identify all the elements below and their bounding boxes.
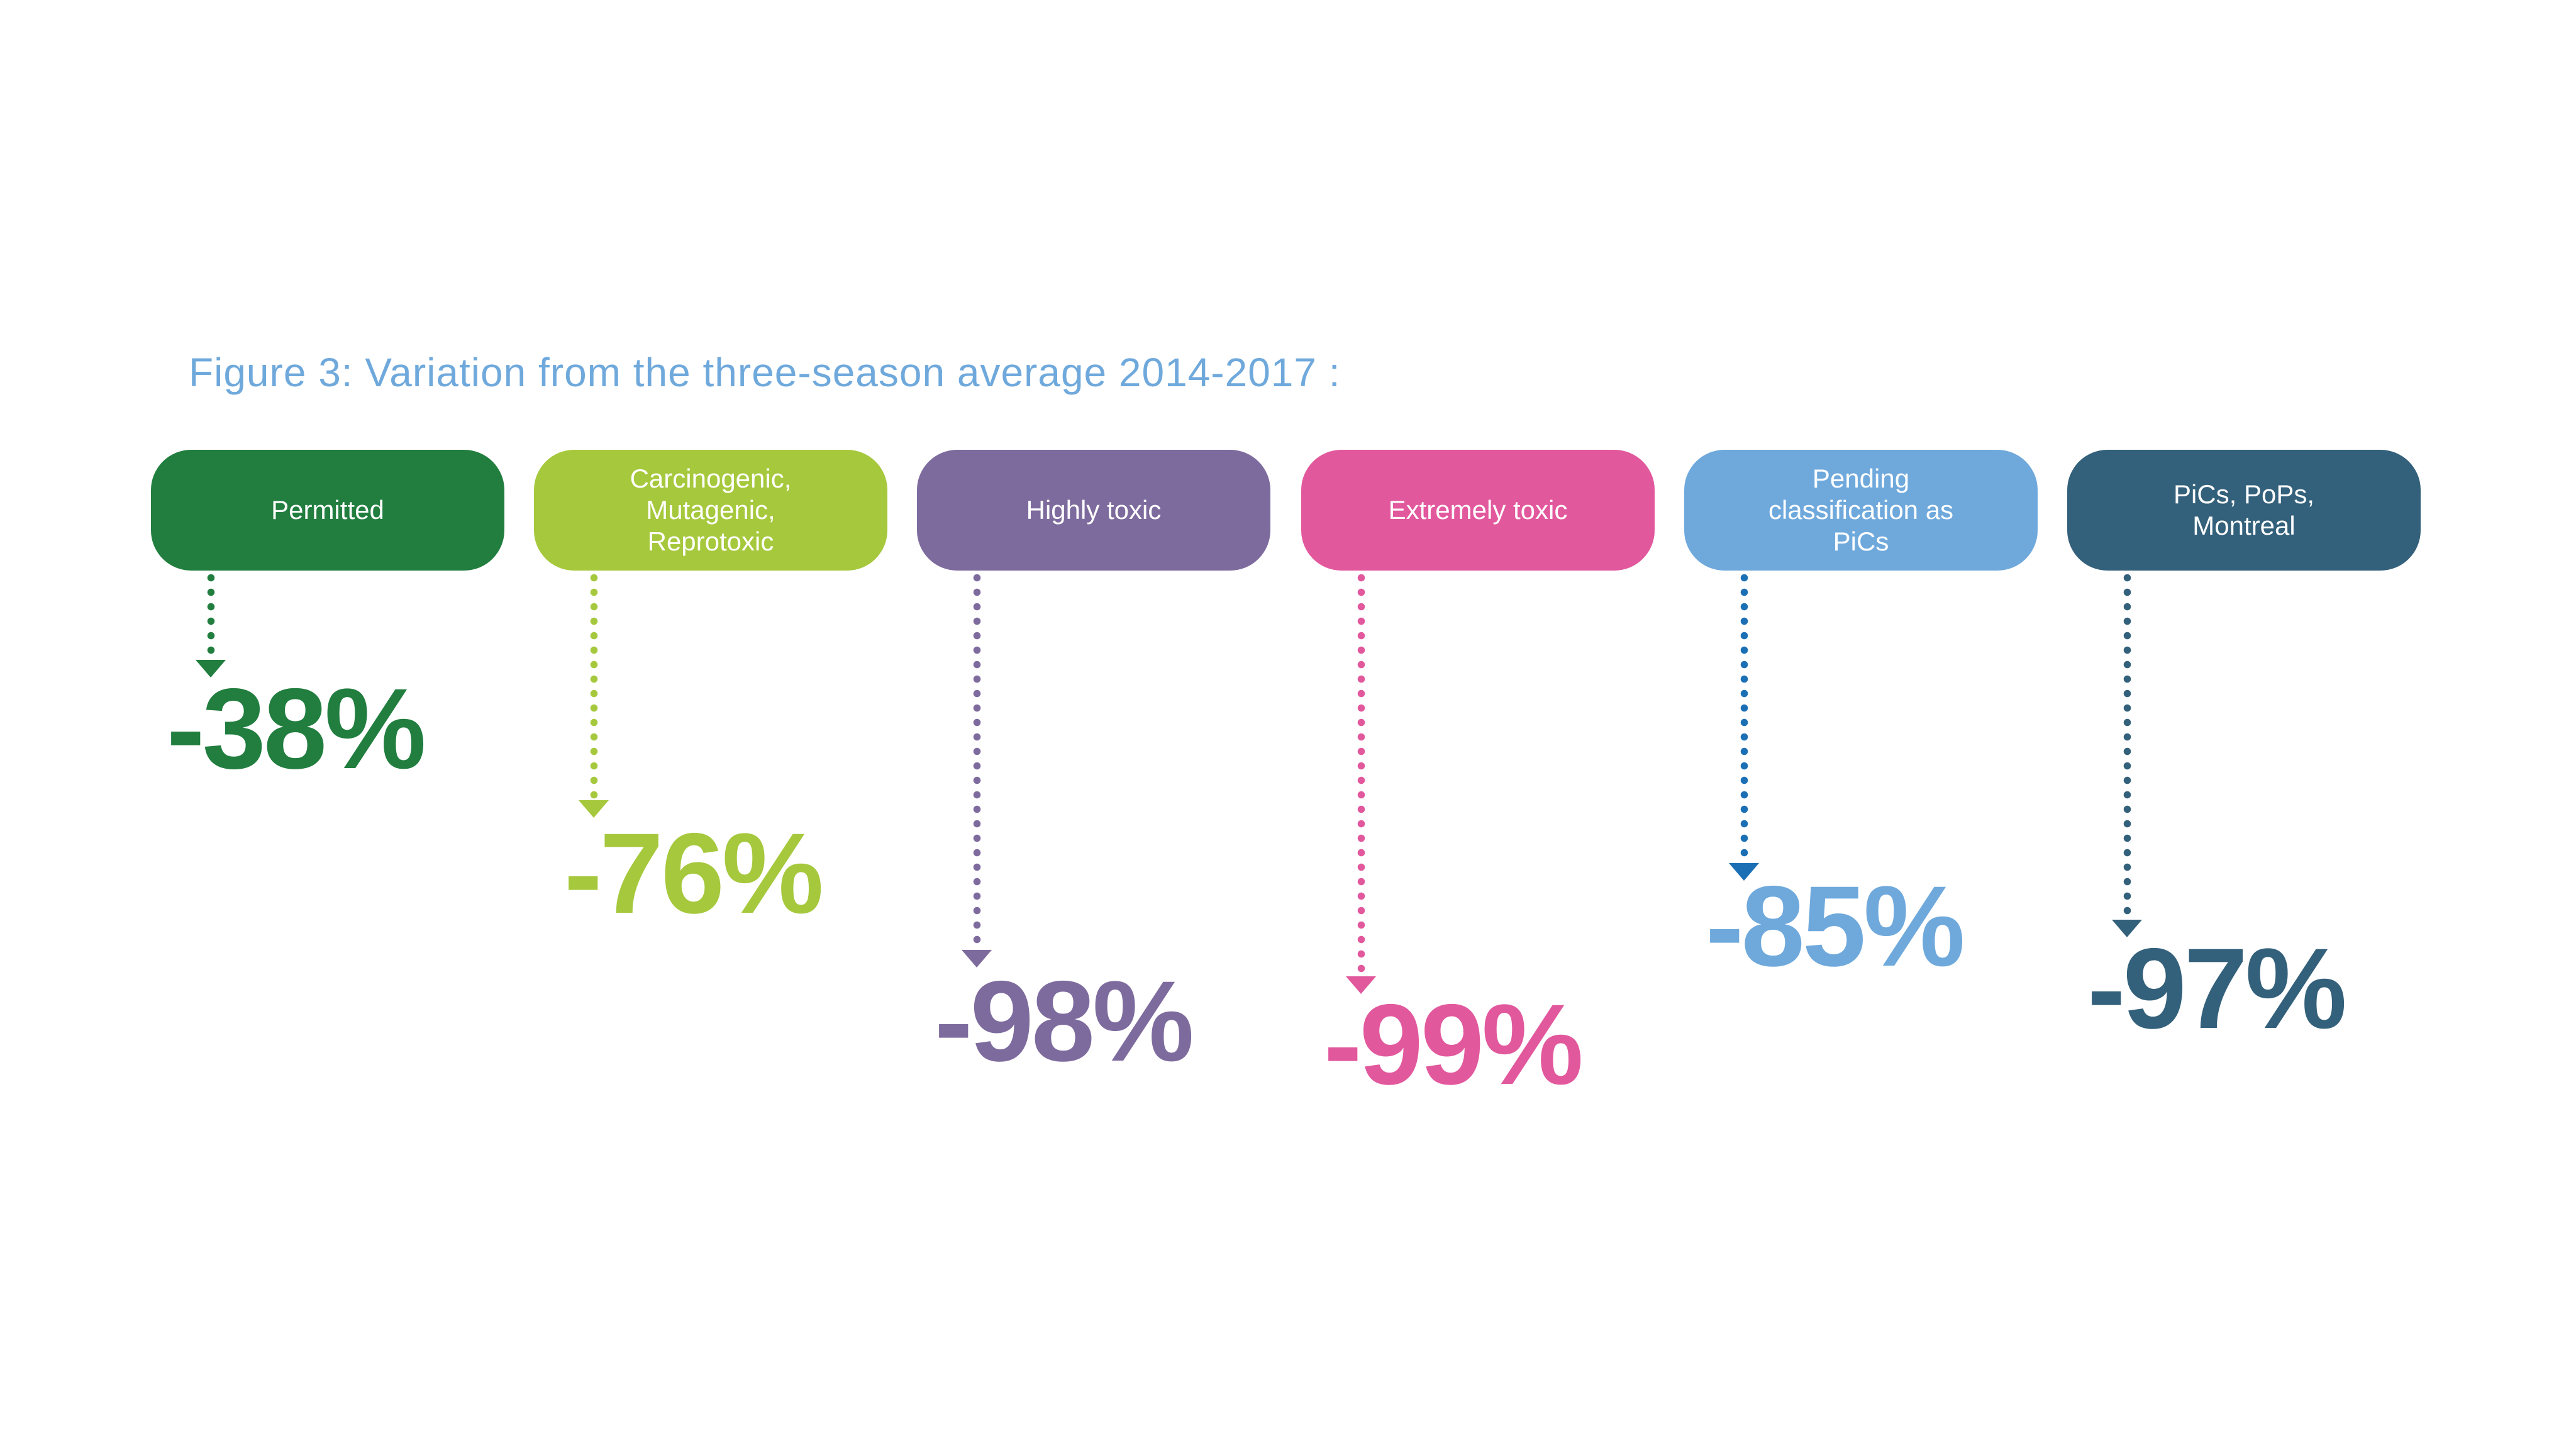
dotted-arrow-line — [2123, 574, 2131, 920]
figure-title: Figure 3: Variation from the three-seaso… — [189, 350, 1341, 395]
category-pill-label: Carcinogenic, Mutagenic, Reprotoxic — [630, 464, 792, 556]
category-pill-cmr: Carcinogenic, Mutagenic, Reprotoxic — [534, 450, 887, 571]
category-pill-permitted: Permitted — [151, 450, 504, 571]
category-pill-pics-pops-montreal: PiCs, PoPs, Montreal — [2067, 450, 2421, 571]
arrowhead-down-icon — [1346, 976, 1376, 994]
arrowhead-down-icon — [579, 800, 609, 818]
category-pill-label: PiCs, PoPs, Montreal — [2173, 479, 2315, 540]
category-column-pending-pics: Pending classification as PiCs -85% — [1684, 450, 2038, 1236]
category-pill-label: Pending classification as PiCs — [1768, 464, 1954, 556]
category-pill-label: Permitted — [271, 495, 384, 525]
arrowhead-down-icon — [962, 950, 992, 968]
dotted-arrow-line — [1740, 574, 1748, 863]
value-label: -97% — [2087, 924, 2347, 1052]
category-column-highly-toxic: Highly toxic -98% — [917, 450, 1270, 1236]
category-column-extremely-toxic: Extremely toxic -99% — [1301, 450, 1655, 1236]
value-label: -38% — [167, 664, 426, 793]
value-label: -98% — [935, 957, 1194, 1085]
category-column-cmr: Carcinogenic, Mutagenic, Reprotoxic -76% — [534, 450, 887, 1236]
arrowhead-down-icon — [1729, 863, 1759, 881]
category-column-pics-pops-montreal: PiCs, PoPs, Montreal -97% — [2067, 450, 2421, 1236]
value-label: -76% — [564, 809, 824, 937]
category-pill-label: Extremely toxic — [1388, 495, 1568, 525]
category-pill-pending-pics: Pending classification as PiCs — [1684, 450, 2038, 571]
dotted-arrow-line — [1357, 574, 1365, 976]
arrowhead-down-icon — [2112, 920, 2142, 937]
arrowhead-down-icon — [196, 660, 226, 678]
dotted-arrow-line — [590, 574, 598, 800]
category-pill-extremely-toxic: Extremely toxic — [1301, 450, 1655, 571]
value-label: -99% — [1324, 980, 1584, 1108]
value-label: -85% — [1706, 862, 1965, 990]
category-column-permitted: Permitted -38% — [151, 450, 504, 1236]
category-pill-highly-toxic: Highly toxic — [917, 450, 1270, 571]
dotted-arrow-line — [207, 574, 215, 660]
dotted-arrow-line — [973, 574, 981, 950]
category-pill-label: Highly toxic — [1026, 495, 1162, 525]
